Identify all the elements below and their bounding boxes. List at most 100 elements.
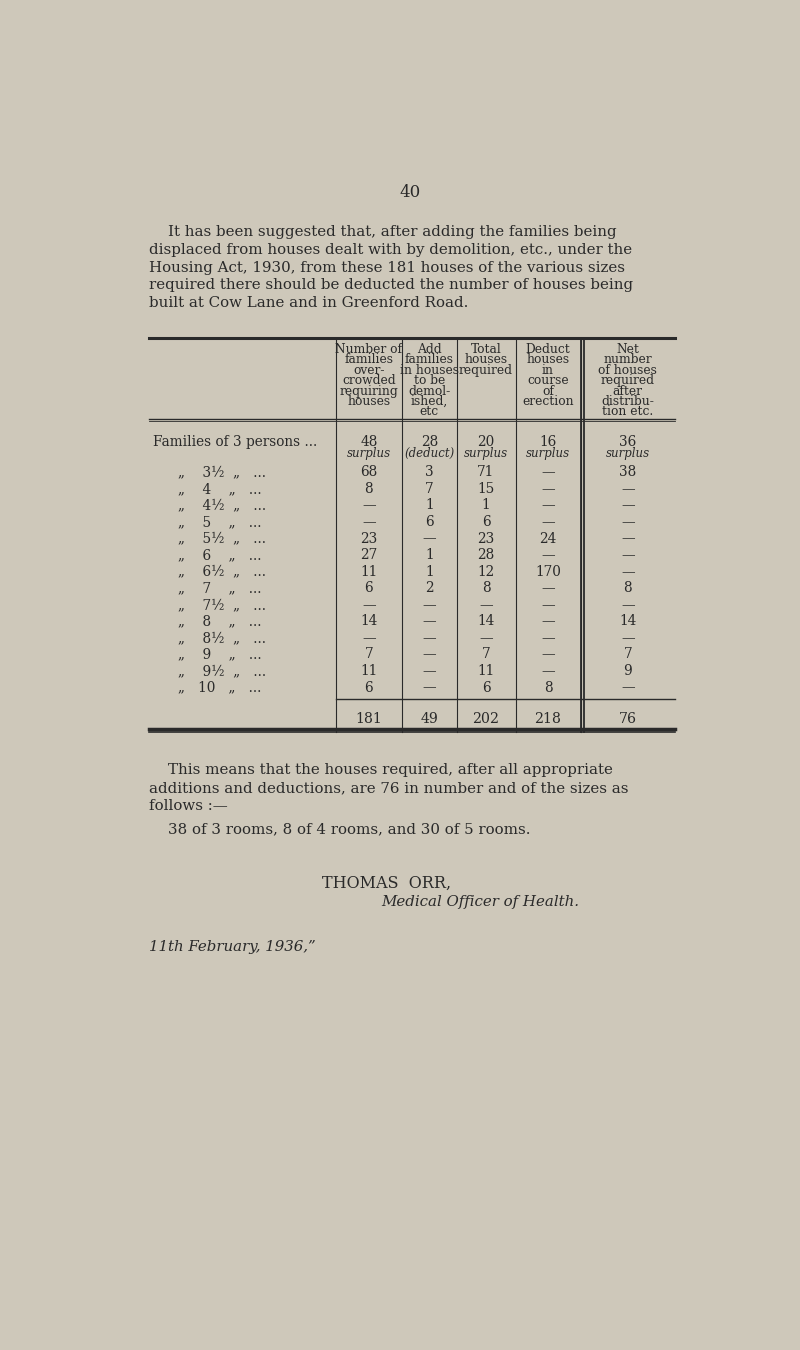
Text: required: required [459, 363, 513, 377]
Text: 7: 7 [623, 648, 632, 662]
Text: of houses: of houses [598, 363, 658, 377]
Text: Families of 3 persons ...: Families of 3 persons ... [153, 435, 317, 448]
Text: —: — [541, 664, 554, 678]
Text: 49: 49 [421, 711, 438, 726]
Text: 9: 9 [623, 664, 632, 678]
Text: 28: 28 [478, 548, 494, 562]
Text: number: number [603, 354, 652, 366]
Text: 6: 6 [365, 582, 374, 595]
Text: —: — [541, 598, 554, 612]
Text: 8: 8 [365, 482, 374, 495]
Text: 1: 1 [425, 548, 434, 562]
Text: 202: 202 [473, 711, 499, 726]
Text: —: — [422, 614, 436, 628]
Text: —: — [621, 532, 634, 545]
Text: „   10   „   ...: „ 10 „ ... [178, 680, 261, 695]
Text: „    8½  „   ...: „ 8½ „ ... [178, 630, 266, 645]
Text: „    5    „   ...: „ 5 „ ... [178, 516, 261, 529]
Text: It has been suggested that, after adding the families being: It has been suggested that, after adding… [149, 225, 617, 239]
Text: Housing Act, 1930, from these 181 houses of the various sizes: Housing Act, 1930, from these 181 houses… [149, 261, 625, 274]
Text: etc: etc [420, 405, 439, 418]
Text: surplus: surplus [606, 447, 650, 460]
Text: additions and deductions, are 76 in number and of the sizes as: additions and deductions, are 76 in numb… [149, 782, 628, 795]
Text: —: — [362, 630, 376, 645]
Text: —: — [479, 598, 493, 612]
Text: 12: 12 [478, 564, 494, 579]
Text: houses: houses [464, 354, 507, 366]
Text: —: — [362, 498, 376, 513]
Text: —: — [621, 482, 634, 495]
Text: 6: 6 [482, 516, 490, 529]
Text: follows :—: follows :— [149, 799, 227, 813]
Text: 14: 14 [478, 614, 494, 628]
Text: 38: 38 [619, 466, 637, 479]
Text: houses: houses [347, 396, 390, 408]
Text: 23: 23 [478, 532, 494, 545]
Text: 15: 15 [478, 482, 494, 495]
Text: „    6½  „   ...: „ 6½ „ ... [178, 564, 266, 579]
Text: houses: houses [526, 354, 570, 366]
Text: 6: 6 [365, 680, 374, 695]
Text: —: — [541, 482, 554, 495]
Text: Deduct: Deduct [526, 343, 570, 356]
Text: Add: Add [417, 343, 442, 356]
Text: —: — [541, 648, 554, 662]
Text: —: — [621, 564, 634, 579]
Text: Number of: Number of [335, 343, 402, 356]
Text: Medical Officer of Health.: Medical Officer of Health. [381, 895, 578, 909]
Text: „    4    „   ...: „ 4 „ ... [178, 482, 261, 495]
Text: 181: 181 [355, 711, 382, 726]
Text: 6: 6 [425, 516, 434, 529]
Text: crowded: crowded [342, 374, 396, 387]
Text: after: after [613, 385, 642, 397]
Text: „    7    „   ...: „ 7 „ ... [178, 582, 261, 595]
Text: „    5½  „   ...: „ 5½ „ ... [178, 532, 266, 545]
Text: surplus: surplus [526, 447, 570, 460]
Text: 1: 1 [425, 498, 434, 513]
Text: —: — [541, 516, 554, 529]
Text: 14: 14 [360, 614, 378, 628]
Text: Net: Net [616, 343, 639, 356]
Text: „    6    „   ...: „ 6 „ ... [178, 548, 261, 562]
Text: surplus: surplus [347, 447, 391, 460]
Text: over-: over- [353, 363, 385, 377]
Text: 8: 8 [623, 582, 632, 595]
Text: THOMAS  ORR,: THOMAS ORR, [322, 875, 451, 892]
Text: —: — [422, 532, 436, 545]
Text: requiring: requiring [339, 385, 398, 397]
Text: 27: 27 [360, 548, 378, 562]
Text: distribu-: distribu- [602, 396, 654, 408]
Text: 76: 76 [618, 711, 637, 726]
Text: —: — [541, 582, 554, 595]
Text: 24: 24 [539, 532, 557, 545]
Text: 7: 7 [425, 482, 434, 495]
Text: surplus: surplus [464, 447, 508, 460]
Text: built at Cow Lane and in Greenford Road.: built at Cow Lane and in Greenford Road. [149, 296, 468, 310]
Text: course: course [527, 374, 569, 387]
Text: —: — [479, 630, 493, 645]
Text: 6: 6 [482, 680, 490, 695]
Text: —: — [362, 598, 376, 612]
Text: 170: 170 [535, 564, 561, 579]
Text: 218: 218 [534, 711, 562, 726]
Text: 11: 11 [478, 664, 494, 678]
Text: families: families [345, 354, 394, 366]
Text: erection: erection [522, 396, 574, 408]
Text: in houses: in houses [400, 363, 459, 377]
Text: 8: 8 [482, 582, 490, 595]
Text: 36: 36 [619, 435, 637, 448]
Text: 68: 68 [360, 466, 378, 479]
Text: demol-: demol- [408, 385, 450, 397]
Text: —: — [362, 516, 376, 529]
Text: —: — [621, 680, 634, 695]
Text: ished,: ished, [410, 396, 448, 408]
Text: „    4½  „   ...: „ 4½ „ ... [178, 498, 266, 513]
Text: „    9½  „   ...: „ 9½ „ ... [178, 664, 266, 678]
Text: 71: 71 [478, 466, 494, 479]
Text: —: — [541, 614, 554, 628]
Text: 16: 16 [539, 435, 557, 448]
Text: 3: 3 [425, 466, 434, 479]
Text: tion etc.: tion etc. [602, 405, 654, 418]
Text: This means that the houses required, after all appropriate: This means that the houses required, aft… [149, 763, 613, 778]
Text: 23: 23 [360, 532, 378, 545]
